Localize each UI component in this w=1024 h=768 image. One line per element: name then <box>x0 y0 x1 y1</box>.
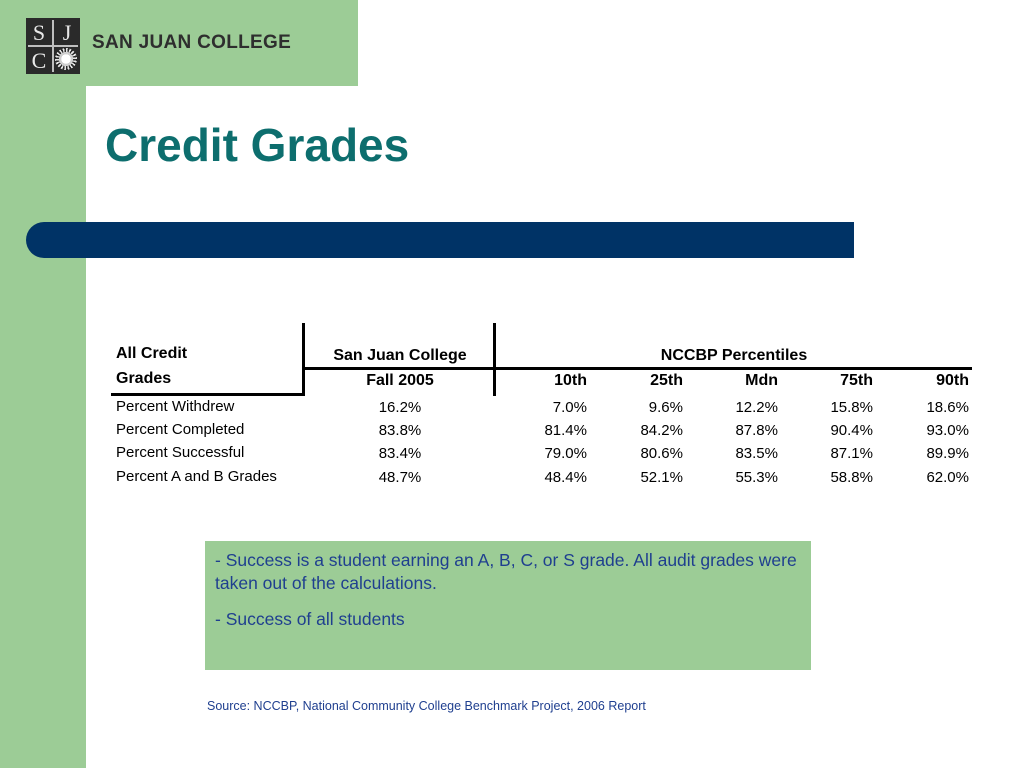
title-underline-bar <box>26 222 854 258</box>
table-cell: 80.6% <box>640 445 683 462</box>
table-cell: 79.0% <box>544 445 587 462</box>
table-cell: 87.8% <box>735 422 778 439</box>
college-logo: S J C <box>26 18 80 74</box>
notes-box: - Success is a student earning an A, B, … <box>205 541 811 670</box>
table-cell: 87.1% <box>830 445 873 462</box>
table-cell: 7.0% <box>552 399 587 416</box>
source-citation: Source: NCCBP, National Community Colleg… <box>207 699 646 713</box>
logo-letter-j: J <box>62 20 72 45</box>
table-cell: 83.8% <box>378 422 422 439</box>
note-text: - Success is a student earning an A, B, … <box>215 550 797 593</box>
table-cell: 48.7% <box>378 469 422 486</box>
college-name: SAN JUAN COLLEGE <box>92 32 292 53</box>
table-cell: 55.3% <box>735 469 778 486</box>
column-header-percentile: 90th <box>936 372 969 389</box>
logo-divider <box>28 45 78 47</box>
row-label: Percent Completed <box>116 421 245 438</box>
table-cell: 12.2% <box>735 399 778 416</box>
table-cell: 83.4% <box>378 445 422 462</box>
table-cell: 15.8% <box>830 399 873 416</box>
row-label: Percent A and B Grades <box>116 468 277 485</box>
column-header-percentile: Mdn <box>745 372 778 389</box>
table-cell: 9.6% <box>648 399 683 416</box>
row-header: All Credit <box>116 345 188 362</box>
table-cell: 58.8% <box>830 469 873 486</box>
column-header-term: Fall 2005 <box>366 372 434 389</box>
page-title: Credit Grades <box>105 119 410 171</box>
row-header: Grades <box>116 370 172 387</box>
table-cell: 48.4% <box>544 469 587 486</box>
table-cell: 84.2% <box>640 422 683 439</box>
row-label: Percent Withdrew <box>116 398 235 415</box>
table-divider <box>493 323 496 396</box>
column-header-nccbp: NCCBP Percentiles <box>660 347 808 364</box>
table-cell: 90.4% <box>830 422 873 439</box>
note-text: - Success of all students <box>215 609 405 629</box>
table-cell: 89.9% <box>926 445 969 462</box>
column-header-percentile: 25th <box>650 372 683 389</box>
table-cell: 83.5% <box>735 445 778 462</box>
table-cell: 18.6% <box>926 399 969 416</box>
table-divider <box>111 393 305 396</box>
left-green-band <box>0 0 86 768</box>
column-header-percentile: 75th <box>840 372 873 389</box>
sun-icon <box>55 48 77 70</box>
logo-letter-s: S <box>32 20 46 45</box>
column-header-percentile: 10th <box>554 372 587 389</box>
column-header-sjc: San Juan College <box>333 347 467 364</box>
table-cell: 93.0% <box>926 422 969 439</box>
table-cell: 52.1% <box>640 469 683 486</box>
row-label: Percent Successful <box>116 444 245 461</box>
table-cell: 81.4% <box>544 422 587 439</box>
table-divider <box>304 367 972 370</box>
logo-letter-c: C <box>31 48 47 73</box>
table-divider <box>302 323 305 396</box>
table-cell: 16.2% <box>378 399 422 416</box>
table-cell: 62.0% <box>926 469 969 486</box>
